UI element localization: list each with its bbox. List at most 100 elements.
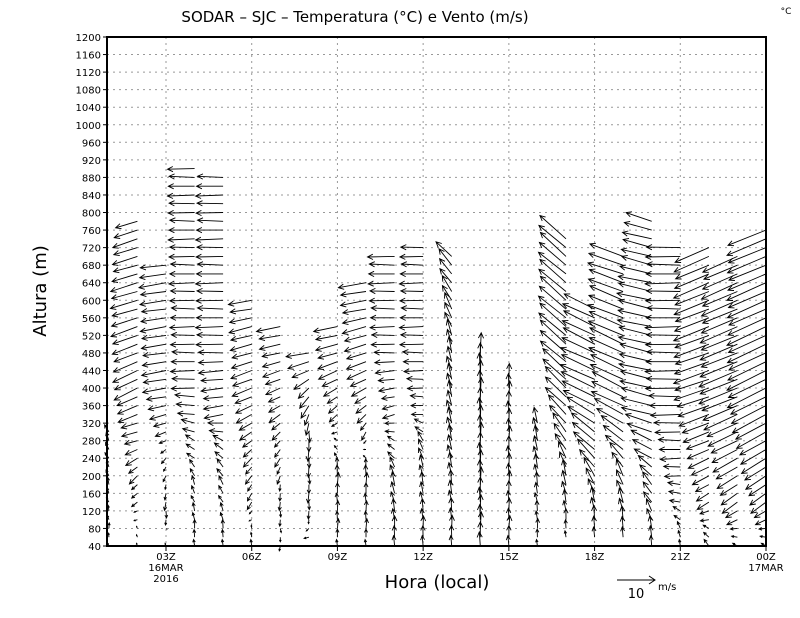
wind-arrow	[167, 236, 195, 243]
wind-arrow	[390, 490, 396, 503]
wind-arrow	[539, 214, 567, 240]
wind-arrow	[757, 527, 767, 531]
wind-arrow	[168, 217, 195, 224]
wind-arrow	[538, 241, 567, 266]
wind-arrow	[644, 341, 681, 348]
y-tick-label: 360	[82, 402, 101, 413]
wind-arrow	[278, 493, 282, 502]
wind-arrow	[620, 247, 652, 257]
wind-arrow	[539, 275, 567, 301]
wind-arrow	[738, 440, 767, 456]
wind-arrow	[370, 331, 395, 338]
wind-arrow	[195, 331, 224, 338]
y-tick-label: 560	[82, 314, 101, 325]
wind-arrow	[446, 406, 453, 424]
wind-arrow	[477, 448, 484, 468]
wind-arrow	[554, 433, 567, 450]
wind-arrow	[303, 536, 310, 540]
wind-arrow	[478, 376, 485, 397]
wind-arrow	[135, 533, 138, 538]
wind-arrow	[702, 531, 710, 538]
wind-arrow	[380, 395, 395, 401]
wind-arrow	[674, 352, 710, 366]
reference-value: 10	[628, 587, 645, 602]
wind-arrow	[446, 345, 453, 362]
wind-arrow	[196, 217, 224, 224]
wind-arrow	[168, 200, 195, 207]
wind-arrow	[377, 387, 395, 394]
wind-arrow	[583, 456, 595, 477]
wind-arrow	[213, 442, 224, 450]
wind-arrow	[230, 361, 252, 370]
y-tick-label: 480	[82, 349, 101, 360]
wind-arrow	[165, 528, 168, 530]
wind-arrow	[317, 361, 338, 370]
wind-arrow	[476, 458, 483, 476]
wind-arrow	[476, 503, 483, 520]
wind-arrow	[644, 385, 681, 392]
wind-arrow	[116, 405, 138, 415]
wind-arrow	[477, 465, 484, 485]
wind-arrow	[712, 457, 738, 473]
wind-arrow	[681, 422, 710, 434]
wind-arrow	[579, 448, 595, 468]
wind-arrow	[653, 419, 681, 426]
wind-arrow	[654, 429, 681, 436]
wind-arrow	[345, 361, 367, 371]
wind-arrow	[264, 378, 281, 386]
wind-arrow	[567, 405, 595, 424]
wind-arrow	[593, 398, 624, 415]
y-tick-label: 1120	[76, 68, 101, 79]
wind-arrow	[196, 305, 224, 312]
wind-arrow	[195, 209, 224, 217]
wind-arrow	[176, 410, 195, 417]
wind-arrow	[673, 299, 710, 316]
wind-arrow	[647, 392, 681, 399]
wind-arrow	[185, 443, 195, 450]
wind-arrow	[448, 534, 454, 547]
wind-arrow	[398, 297, 424, 304]
wind-arrow	[631, 439, 652, 450]
wind-arrow	[445, 372, 453, 389]
wind-arrow	[560, 354, 595, 371]
wind-arrow	[672, 326, 710, 342]
wind-arrow	[673, 255, 710, 273]
wind-arrow	[537, 251, 567, 275]
wind-arrow	[702, 264, 738, 280]
wind-arrow	[163, 466, 167, 472]
wind-arrow	[535, 538, 539, 547]
wind-arrow	[617, 308, 652, 319]
wind-arrow	[673, 343, 710, 359]
wind-arrow	[299, 396, 310, 410]
wind-arrow	[588, 327, 624, 345]
wind-arrow	[398, 253, 424, 260]
wind-arrow	[230, 370, 252, 380]
wind-arrow	[561, 320, 595, 336]
y-tick-label: 440	[82, 366, 101, 377]
wind-arrow	[446, 389, 453, 406]
wind-arrow	[384, 429, 395, 434]
reference-unit: m/s	[658, 582, 676, 593]
vector-column	[337, 282, 370, 547]
wind-arrow	[588, 337, 624, 354]
vector-column	[398, 244, 427, 547]
wind-arrow	[630, 429, 652, 442]
wind-arrow	[414, 426, 424, 433]
wind-arrow	[370, 305, 395, 312]
wind-arrow	[184, 434, 195, 442]
wind-arrow	[476, 486, 483, 503]
wind-arrow	[417, 438, 424, 450]
y-tick-label: 1160	[76, 51, 101, 62]
wind-arrow	[274, 457, 281, 468]
wind-arrow	[189, 467, 195, 477]
y-tick-label: 400	[82, 384, 101, 395]
wind-arrow	[276, 466, 281, 475]
wind-arrow	[478, 421, 485, 441]
wind-arrow	[672, 282, 710, 299]
wind-arrow	[445, 399, 453, 415]
wind-arrow	[333, 437, 338, 442]
wind-arrow	[539, 302, 567, 327]
wind-arrow	[112, 361, 138, 373]
wind-arrow	[585, 467, 596, 485]
wind-arrow	[293, 378, 310, 390]
